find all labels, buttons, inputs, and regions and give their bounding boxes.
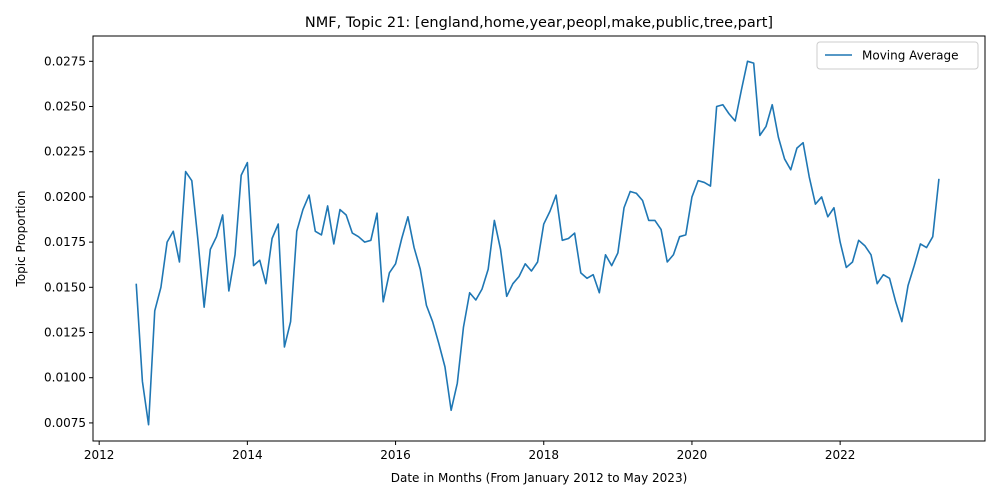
y-axis: 0.0075 0.0100 0.0125 0.0150 0.0175 0.0200 0.02… [44, 54, 93, 430]
y-tick-label-0.0075: 0.0075 [44, 416, 86, 430]
x-tick-label-2018: 2018 [528, 448, 559, 462]
series-line-0 [135, 60, 940, 426]
legend: Moving Average [816, 41, 979, 70]
chart-title: NMF, Topic 21: [england,home,year,peopl,… [305, 15, 773, 31]
x-tick-label-2016: 2016 [380, 448, 411, 462]
y-tick-label-0.0100: 0.0100 [44, 371, 86, 385]
x-tick-label-2014: 2014 [232, 448, 263, 462]
y-tick-label-0.0275: 0.0275 [44, 54, 86, 68]
y-axis-label: Topic Proportion [14, 191, 28, 288]
x-axis-label: Date in Months (From January 2012 to May… [391, 471, 688, 485]
x-tick-label-2022: 2022 [825, 448, 856, 462]
y-tick-label-0.0225: 0.0225 [44, 145, 86, 159]
legend-box [816, 41, 979, 70]
plot-frame [92, 35, 986, 442]
x-tick-label-2020: 2020 [677, 448, 708, 462]
x-tick-label-2012: 2012 [84, 448, 115, 462]
y-tick-label-0.0200: 0.0200 [44, 190, 86, 204]
legend-label-moving-average: Moving Average [862, 49, 958, 63]
y-tick-label-0.0125: 0.0125 [44, 326, 86, 340]
y-tick-label-0.0175: 0.0175 [44, 235, 86, 249]
x-axis: 2012 2014 2016 2018 2020 2022 [84, 441, 856, 462]
y-tick-label-0.0250: 0.0250 [44, 100, 86, 114]
y-tick-label-0.0150: 0.0150 [44, 280, 86, 294]
plot-area [135, 60, 940, 426]
